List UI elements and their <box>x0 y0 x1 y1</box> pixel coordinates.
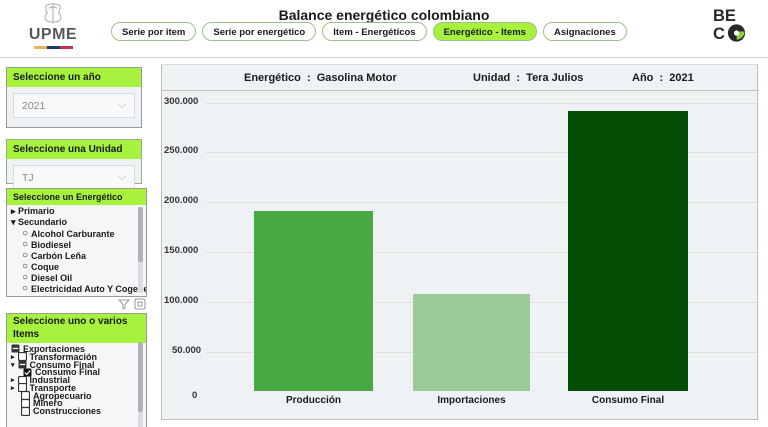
svg-text:C: C <box>713 25 725 43</box>
svg-text:BE: BE <box>713 7 736 25</box>
